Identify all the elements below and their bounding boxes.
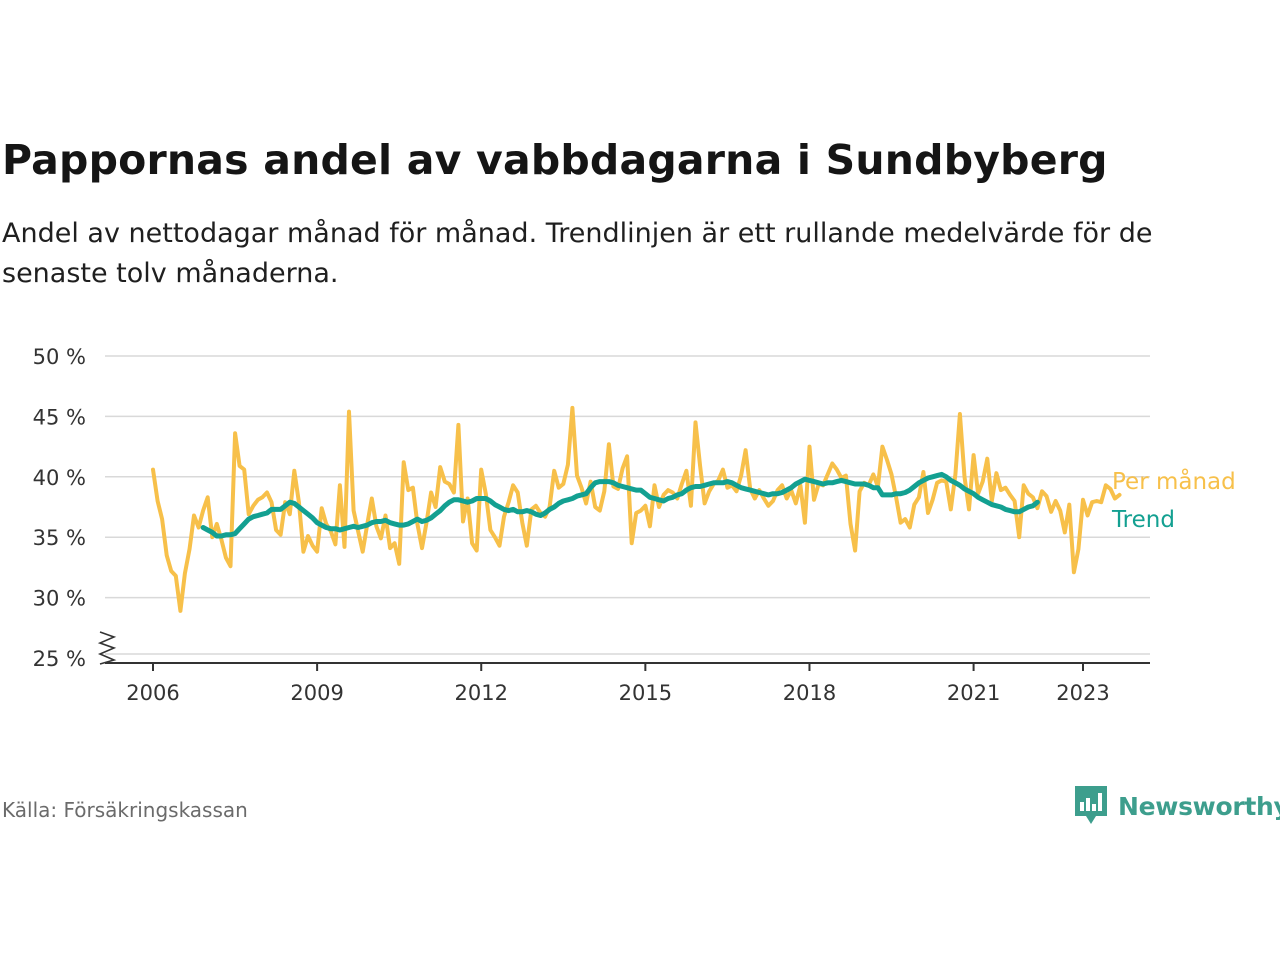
newsworthy-logo[interactable]: Newsworthy bbox=[1072, 784, 1280, 828]
newsworthy-logo-icon bbox=[1075, 786, 1107, 824]
monthly-series-label: Per månad bbox=[1112, 467, 1236, 495]
x-tick-label: 2006 bbox=[126, 681, 179, 705]
y-tick-label: 45 % bbox=[33, 405, 86, 429]
chart-title: Pappornas andel av vabbdagarna i Sundbyb… bbox=[2, 136, 1108, 184]
x-tick-label: 2009 bbox=[290, 681, 343, 705]
y-tick-label: 35 % bbox=[33, 526, 86, 550]
y-tick-label: 30 % bbox=[33, 587, 86, 611]
monthly-line bbox=[151, 405, 1122, 613]
y-tick-label: 50 % bbox=[33, 345, 86, 369]
x-tick-label: 2023 bbox=[1056, 681, 1109, 705]
x-tick-label: 2015 bbox=[619, 681, 672, 705]
y-tick-label: 40 % bbox=[33, 466, 86, 490]
x-tick-label: 2018 bbox=[783, 681, 836, 705]
series bbox=[151, 405, 1122, 613]
trend-series-label: Trend bbox=[1111, 507, 1175, 533]
y-tick-label: 25 % bbox=[33, 647, 86, 671]
source-note: Källa: Försäkringskassan bbox=[2, 798, 248, 822]
line-chart: 25 % 30 % 35 % 40 % 45 % 50 % 2006 2009 2012 201… bbox=[33, 345, 1236, 705]
x-tick-label: 2021 bbox=[947, 681, 1000, 705]
axis-break-icon bbox=[97, 631, 117, 665]
x-axis: 2006 2009 2012 2015 2018 2021 2023 bbox=[105, 662, 1150, 705]
brand-name: Newsworthy bbox=[1118, 791, 1280, 821]
legend: Per månad Trend bbox=[1111, 467, 1236, 533]
trend-line bbox=[200, 471, 1040, 539]
y-axis: 25 % 30 % 35 % 40 % 45 % 50 % bbox=[33, 345, 117, 671]
chart-subtitle: Andel av nettodagar månad för månad. Tre… bbox=[2, 218, 1153, 289]
x-tick-label: 2012 bbox=[455, 681, 508, 705]
